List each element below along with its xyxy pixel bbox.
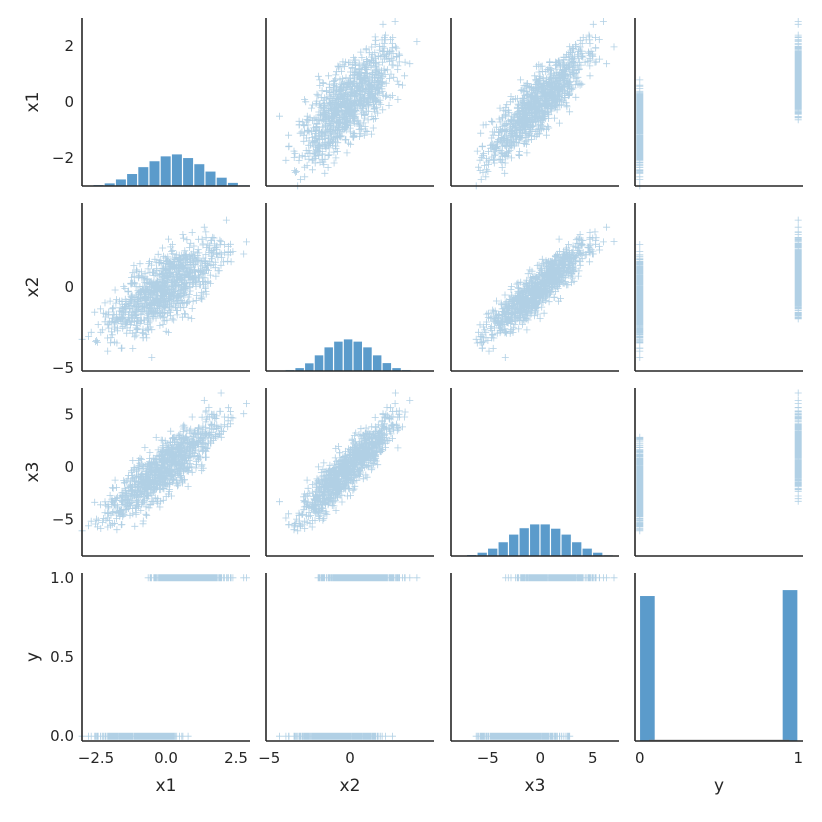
hist-bar	[314, 354, 324, 372]
y-tick-label: 1.0	[50, 569, 74, 587]
hist-bar	[148, 160, 161, 187]
scatter-points	[636, 216, 802, 361]
panel-x3-vs-x3	[450, 388, 619, 557]
x-tick-label: −2.5	[78, 749, 114, 767]
x-tick-label: 2.5	[224, 749, 248, 767]
scatter-points	[78, 574, 250, 740]
hist-bar	[343, 338, 353, 372]
scatter-points	[78, 216, 250, 361]
hist-bar	[171, 153, 183, 187]
scatter-points	[472, 18, 618, 190]
hist-bar	[782, 589, 798, 742]
panel-y-vs-y	[634, 573, 803, 742]
x-tick-label: 0	[635, 749, 645, 767]
scatter-points	[636, 18, 802, 190]
hist-bar	[126, 173, 138, 187]
y-axis-label: x1	[23, 92, 43, 113]
hist-bar	[115, 178, 127, 187]
y-axis-label: y	[23, 652, 43, 662]
scatter-points	[472, 574, 618, 740]
y-axis-label: x3	[23, 462, 43, 483]
hist-bar	[560, 533, 572, 557]
scatter-points	[276, 18, 421, 190]
hist-bar	[639, 595, 656, 742]
y-tick-label: −5	[52, 359, 74, 377]
panel-y-vs-x2	[265, 573, 434, 742]
hist-bar	[362, 346, 373, 372]
scatter-points	[636, 389, 802, 535]
y-tick-label: −5	[52, 510, 74, 528]
panel-x3-vs-y	[634, 388, 803, 557]
panel-x2-vs-y	[634, 203, 803, 372]
x-tick-label: 0	[345, 749, 355, 767]
panel-x2-vs-x2	[265, 203, 434, 372]
hist-bar	[333, 341, 344, 372]
y-tick-label: 5	[64, 405, 74, 423]
scatter-points	[78, 389, 250, 535]
hist-bar	[518, 527, 530, 557]
panel-x1-vs-x1	[81, 18, 250, 187]
hist-bar	[204, 170, 217, 187]
hist-bar	[193, 163, 205, 187]
y-tick-label: 0	[64, 93, 74, 111]
panel-x2-vs-x3	[450, 203, 619, 372]
hist-bar	[497, 541, 509, 557]
hist-bar	[323, 346, 334, 372]
hist-bar	[508, 533, 519, 557]
hist-bar	[372, 354, 383, 372]
panel-y-vs-x1	[78, 573, 250, 742]
x-tick-label: 5	[588, 749, 598, 767]
scatter-points	[472, 223, 618, 361]
hist-bar	[571, 541, 582, 557]
y-tick-label: 0	[64, 278, 74, 296]
x-axis-label: x2	[340, 776, 361, 796]
panel-x1-vs-x3	[450, 18, 619, 190]
y-axis-label: x2	[23, 277, 43, 298]
scatter-points	[276, 389, 414, 535]
hist-bar	[487, 548, 498, 557]
x-tick-label: −5	[258, 749, 280, 767]
panel-x1-vs-y	[634, 18, 803, 190]
x-tick-label: 0	[535, 749, 545, 767]
x-tick-label: −5	[477, 749, 499, 767]
y-tick-label: −2	[52, 149, 74, 167]
y-tick-label: 0.0	[50, 727, 74, 745]
panel-x3-vs-x2	[265, 388, 434, 557]
y-tick-label: 0.5	[50, 648, 74, 666]
hist-bar	[160, 155, 172, 187]
hist-bar	[304, 362, 315, 372]
x-tick-label: 1	[793, 749, 803, 767]
hist-bar	[216, 177, 228, 187]
scatter-points	[276, 574, 421, 740]
hist-bar	[539, 523, 551, 557]
x-axis-label: x3	[525, 776, 546, 796]
y-tick-label: 2	[64, 37, 74, 55]
hist-bar	[137, 166, 149, 187]
x-tick-label: 0.0	[154, 749, 178, 767]
hist-bar	[382, 362, 392, 372]
panel-x1-vs-x2	[265, 18, 434, 190]
x-axis-label: x1	[156, 776, 177, 796]
hist-bar	[550, 528, 561, 557]
y-tick-label: 0	[64, 458, 74, 476]
hist-bar	[352, 341, 363, 372]
panel-x2-vs-x1	[78, 203, 250, 372]
panel-y-vs-x3	[450, 573, 619, 742]
hist-bar	[182, 157, 194, 187]
panel-x3-vs-x1	[78, 388, 250, 557]
x-axis-label: y	[714, 776, 724, 796]
hist-bar	[581, 548, 593, 557]
hist-bar	[529, 523, 540, 557]
